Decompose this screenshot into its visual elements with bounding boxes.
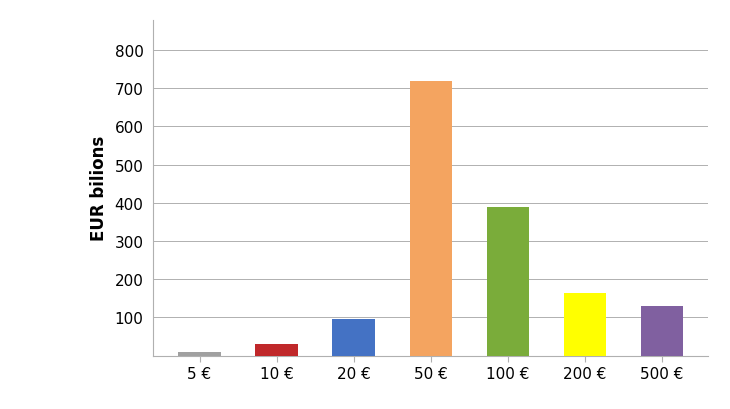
Bar <box>332 319 374 356</box>
Y-axis label: EUR bilions: EUR bilions <box>90 136 107 240</box>
Bar <box>564 294 606 356</box>
Bar <box>178 352 220 356</box>
Bar <box>255 344 298 356</box>
Bar <box>641 306 683 356</box>
Bar <box>410 82 452 356</box>
Bar <box>487 207 529 356</box>
